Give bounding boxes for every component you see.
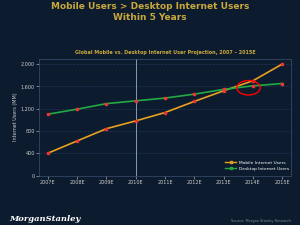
Y-axis label: Internet Users (MM): Internet Users (MM) (13, 93, 18, 141)
Text: MorganStanley: MorganStanley (9, 215, 80, 223)
Legend: Mobile Internet Users, Desktop Internet Users: Mobile Internet Users, Desktop Internet … (225, 161, 289, 171)
Text: Global Mobile vs. Desktop Internet User Projection, 2007 – 2015E: Global Mobile vs. Desktop Internet User … (75, 50, 255, 55)
Text: Mobile Users > Desktop Internet Users
Within 5 Years: Mobile Users > Desktop Internet Users Wi… (51, 2, 249, 22)
Text: Source: Morgan Stanley Research: Source: Morgan Stanley Research (231, 219, 291, 223)
